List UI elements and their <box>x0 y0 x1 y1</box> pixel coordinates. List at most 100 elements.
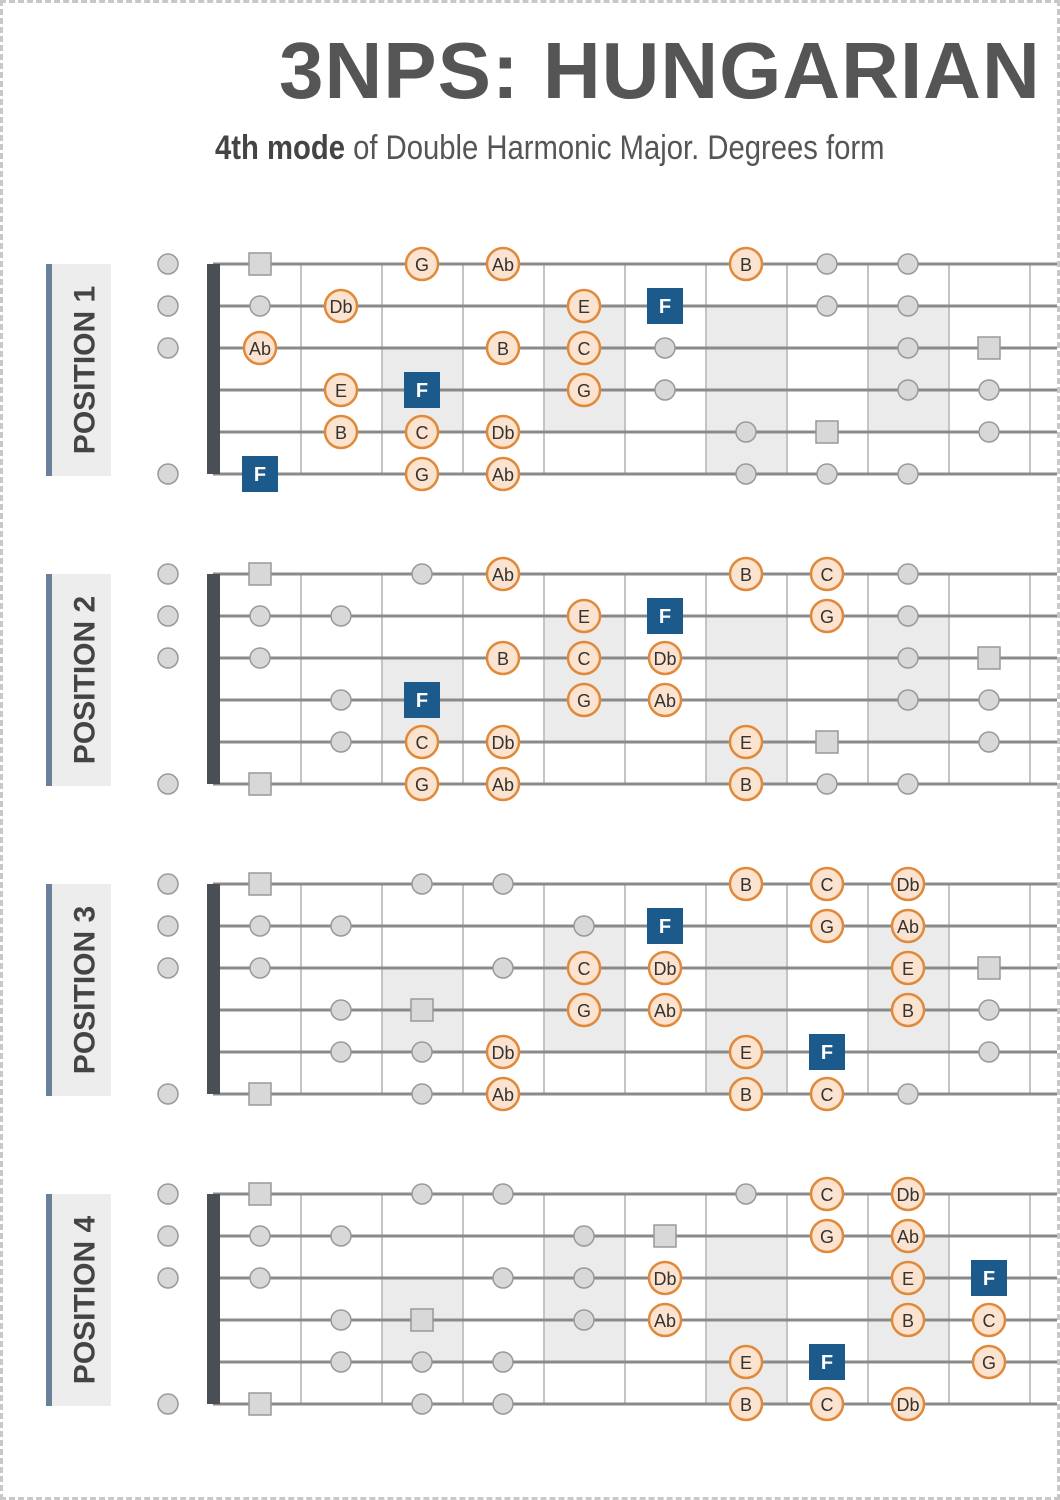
out-of-scale-root <box>977 646 1001 670</box>
inlay-shade <box>544 926 625 1052</box>
scale-note-label: Db <box>653 959 676 979</box>
out-of-scale-dot <box>897 295 919 317</box>
out-of-scale-dot <box>157 773 179 795</box>
scale-note <box>971 1344 1007 1380</box>
scale-note-label: Ab <box>492 1085 514 1105</box>
out-of-scale-root <box>248 1082 272 1106</box>
out-of-scale-dot <box>978 731 1000 753</box>
scale-note <box>890 1302 926 1338</box>
root-note-label: F <box>416 380 428 402</box>
out-of-scale-dot <box>897 253 919 275</box>
scale-note-label: G <box>577 1001 591 1021</box>
scale-note <box>404 414 440 450</box>
scale-note-label: Db <box>896 1395 919 1415</box>
scale-note <box>485 246 521 282</box>
scale-note <box>485 456 521 492</box>
out-of-scale-dot <box>573 915 595 937</box>
scale-note-label: G <box>415 465 429 485</box>
out-of-scale-dot <box>330 731 352 753</box>
scale-note-label: B <box>740 775 752 795</box>
out-of-scale-dot <box>978 999 1000 1021</box>
root-note <box>404 682 440 718</box>
out-of-scale-dot <box>816 295 838 317</box>
scale-note-label: C <box>416 733 429 753</box>
scale-note <box>728 1076 764 1112</box>
scale-note <box>323 288 359 324</box>
out-of-scale-dot <box>157 295 179 317</box>
scale-note <box>404 724 440 760</box>
scale-note-label: G <box>577 691 591 711</box>
root-note-label: F <box>659 296 671 318</box>
out-of-scale-dot <box>492 1267 514 1289</box>
fretboard: POSITION 1 G Ab B Db E F Ab B C E F G B C Db F G Ab <box>46 246 1057 492</box>
scale-note <box>485 1034 521 1070</box>
out-of-scale-root <box>248 872 272 896</box>
root-note-label: F <box>254 464 266 486</box>
scale-note-label: C <box>821 1085 834 1105</box>
scale-note <box>566 682 602 718</box>
scale-note <box>404 246 440 282</box>
scale-note <box>809 908 845 944</box>
scale-note <box>647 1302 683 1338</box>
root-note <box>647 908 683 944</box>
inlay-shade <box>868 926 949 1052</box>
nut <box>207 264 220 474</box>
out-of-scale-dot <box>897 773 919 795</box>
out-of-scale-dot <box>897 379 919 401</box>
out-of-scale-root <box>248 562 272 586</box>
scale-note <box>809 1076 845 1112</box>
scale-note <box>404 456 440 492</box>
scale-note-label: Ab <box>897 1227 919 1247</box>
position-bar <box>46 574 52 786</box>
scale-note-label: C <box>983 1311 996 1331</box>
scale-note <box>647 992 683 1028</box>
out-of-scale-dot <box>573 1225 595 1247</box>
scale-note <box>323 414 359 450</box>
position-bar <box>46 884 52 1096</box>
scale-note-label: Ab <box>492 255 514 275</box>
scale-note-label: B <box>740 1395 752 1415</box>
out-of-scale-root <box>977 956 1001 980</box>
nut <box>207 1194 220 1404</box>
scale-note <box>809 1218 845 1254</box>
scale-note-label: Db <box>653 649 676 669</box>
out-of-scale-dot <box>897 563 919 585</box>
scale-note-label: C <box>578 649 591 669</box>
root-note <box>809 1344 845 1380</box>
scale-note <box>485 330 521 366</box>
scale-note <box>566 950 602 986</box>
out-of-scale-root <box>815 420 839 444</box>
out-of-scale-dot <box>492 1393 514 1415</box>
scale-note <box>890 992 926 1028</box>
out-of-scale-dot <box>330 689 352 711</box>
out-of-scale-root <box>248 772 272 796</box>
inlay-shade <box>868 306 949 432</box>
scale-note <box>890 908 926 944</box>
scale-note-label: Ab <box>492 565 514 585</box>
scale-note <box>809 866 845 902</box>
scale-note-label: Db <box>491 423 514 443</box>
inlay-shade <box>544 306 625 432</box>
out-of-scale-dot <box>249 915 271 937</box>
root-note-label: F <box>416 690 428 712</box>
out-of-scale-dot <box>157 605 179 627</box>
scale-note-label: E <box>902 1269 914 1289</box>
scale-note-label: C <box>821 1395 834 1415</box>
out-of-scale-dot <box>411 563 433 585</box>
position-label: POSITION 2 <box>69 596 102 764</box>
scale-note-label: B <box>740 875 752 895</box>
out-of-scale-dot <box>735 421 757 443</box>
inlay-shade <box>544 1236 625 1362</box>
inlay-shade <box>868 616 949 742</box>
out-of-scale-dot <box>330 999 352 1021</box>
out-of-scale-dot <box>249 1267 271 1289</box>
scale-note-label: E <box>578 297 590 317</box>
out-of-scale-dot <box>897 605 919 627</box>
scale-note-label: Db <box>491 1043 514 1063</box>
fretboard: POSITION 4 C Db G Ab Db E F Ab B C E F G B C Db <box>46 1176 1057 1422</box>
scale-note-label: Ab <box>492 465 514 485</box>
scale-note <box>728 866 764 902</box>
out-of-scale-dot <box>897 689 919 711</box>
scale-note <box>728 766 764 802</box>
